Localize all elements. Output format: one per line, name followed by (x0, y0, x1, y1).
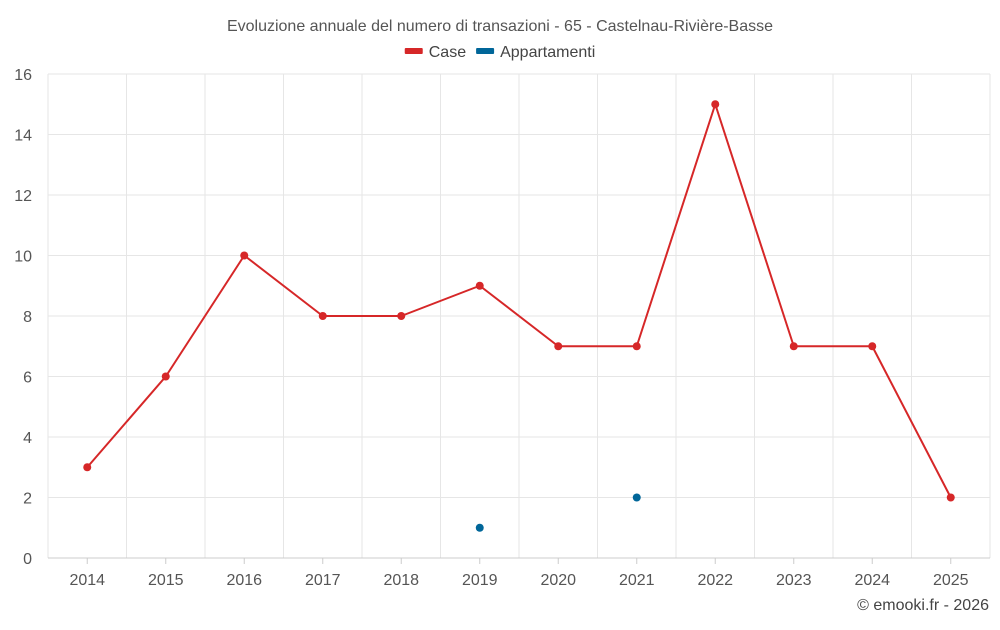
x-tick-label: 2017 (305, 572, 341, 589)
data-point-appartamenti[interactable] (632, 493, 641, 502)
data-point-case[interactable] (318, 312, 327, 320)
data-point-case[interactable] (83, 463, 92, 472)
data-point-appartamenti[interactable] (475, 523, 484, 532)
x-tick-label: 2019 (462, 572, 498, 589)
legend-item-case[interactable]: Case (404, 44, 466, 61)
chart-title: Evoluzione annuale del numero di transaz… (227, 18, 773, 35)
data-point-case[interactable] (240, 251, 249, 260)
data-point-case[interactable] (161, 372, 170, 381)
legend-swatch (476, 48, 495, 54)
series-line-case (86, 103, 952, 498)
y-tick-label: 16 (14, 67, 32, 84)
x-tick-label: 2020 (540, 572, 576, 589)
data-point-case[interactable] (711, 100, 720, 109)
x-tick-label: 2016 (226, 572, 262, 589)
data-point-case[interactable] (868, 342, 877, 351)
y-tick-label: 10 (14, 249, 32, 266)
y-tick-label: 4 (23, 430, 32, 447)
data-point-case[interactable] (397, 312, 406, 320)
x-tick-label: 2015 (148, 572, 184, 589)
data-point-case[interactable] (632, 342, 641, 351)
legend-item-appartamenti[interactable]: Appartamenti (476, 44, 595, 61)
x-tick-label: 2023 (776, 572, 812, 589)
x-tick-label: 2021 (619, 572, 655, 589)
legend: Case Appartamenti (404, 44, 595, 61)
x-tick-label: 2018 (383, 572, 419, 589)
data-point-case[interactable] (554, 342, 563, 351)
y-tick-label: 12 (14, 188, 32, 205)
y-tick-label: 6 (23, 370, 32, 387)
x-tick-label: 2025 (933, 572, 969, 589)
legend-label: Case (429, 44, 466, 61)
axes: 0 2 4 6 8 10 12 14 16 2014 2015 2016 2017 2018 2019 202… (14, 67, 990, 589)
x-tick-label: 2022 (697, 572, 733, 589)
data-point-case[interactable] (789, 342, 798, 351)
series-layer (83, 100, 955, 532)
data-point-case[interactable] (946, 493, 955, 502)
y-tick-label: 8 (23, 309, 32, 326)
y-tick-label: 2 (23, 491, 32, 508)
legend-swatch (404, 48, 423, 54)
legend-label: Appartamenti (500, 44, 595, 61)
x-tick-label: 2014 (69, 572, 105, 589)
x-tick-label: 2024 (854, 572, 890, 589)
data-point-case[interactable] (475, 281, 484, 290)
y-tick-label: 0 (23, 551, 32, 568)
y-tick-label: 14 (14, 128, 32, 145)
credit-text: © emooki.fr - 2026 (857, 597, 989, 614)
